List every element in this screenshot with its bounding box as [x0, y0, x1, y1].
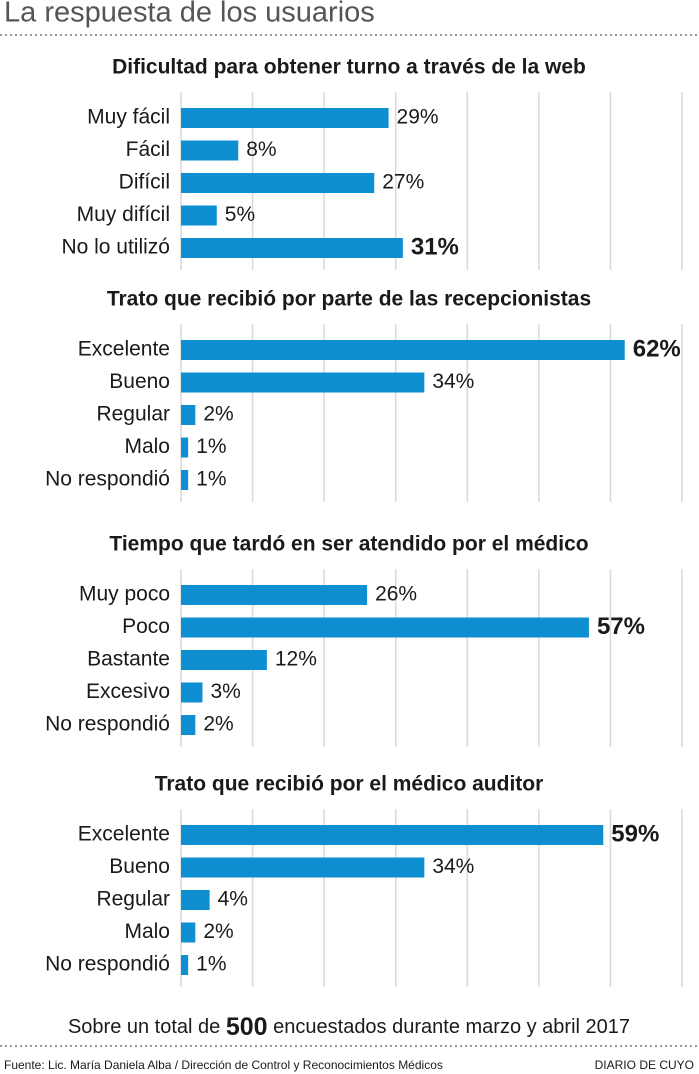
value-label: 26%: [375, 583, 417, 606]
footer-note: Sobre un total de 500 encuestados durant…: [68, 1013, 630, 1041]
value-label: 27%: [382, 171, 424, 194]
source: Fuente: Lic. María Daniela Alba / Direcc…: [4, 1058, 443, 1072]
bar: [181, 405, 196, 425]
category-label: No respondió: [45, 953, 170, 976]
category-label: Difícil: [119, 171, 170, 194]
bar: [181, 617, 589, 638]
value-label: 4%: [218, 888, 248, 911]
bar: [181, 682, 203, 703]
category-label: Malo: [124, 435, 170, 458]
category-label: Muy difícil: [77, 203, 170, 226]
category-label: Excesivo: [86, 680, 170, 703]
category-label: No respondió: [45, 713, 170, 736]
value-label: 29%: [397, 106, 439, 129]
value-label: 1%: [196, 435, 226, 458]
bar: [181, 372, 425, 393]
value-label: 34%: [432, 370, 474, 393]
value-label: 2%: [203, 713, 233, 736]
category-label: Fácil: [126, 138, 170, 161]
bar: [181, 890, 210, 910]
page-title: La respuesta de los usuarios: [4, 0, 375, 29]
value-label: 1%: [196, 468, 226, 491]
value-label: 3%: [210, 680, 240, 703]
category-label: Bueno: [109, 855, 170, 878]
bar: [181, 437, 189, 458]
value-label: 62%: [633, 335, 681, 362]
category-label: Excelente: [78, 823, 170, 846]
value-label: 12%: [275, 648, 317, 671]
chart-title: Dificultad para obtener turno a través d…: [112, 56, 586, 79]
category-label: Bastante: [87, 648, 170, 671]
value-label: 34%: [432, 855, 474, 878]
value-label: 5%: [225, 203, 255, 226]
value-label: 31%: [411, 233, 459, 260]
bar: [181, 238, 403, 258]
value-label: 2%: [203, 403, 233, 426]
brand: DIARIO DE CUYO: [595, 1058, 694, 1072]
category-label: Bueno: [109, 370, 170, 393]
bar: [181, 825, 604, 845]
chart-title: Trato que recibió por el médico auditor: [155, 773, 544, 796]
category-label: Muy poco: [79, 583, 170, 606]
category-label: Regular: [96, 403, 170, 426]
bar: [181, 340, 625, 360]
category-label: Poco: [122, 615, 170, 638]
bar: [181, 650, 267, 670]
category-label: Muy fácil: [87, 106, 170, 129]
bar: [181, 857, 425, 878]
note-start: Sobre un total de: [68, 1016, 220, 1038]
category-label: No lo utilizó: [61, 236, 170, 259]
category-label: Malo: [124, 920, 170, 943]
bar: [181, 140, 239, 161]
category-label: Regular: [96, 888, 170, 911]
note-number: 500: [226, 1013, 268, 1041]
category-label: No respondió: [45, 468, 170, 491]
bar: [181, 955, 189, 975]
bar: [181, 715, 196, 735]
bar: [181, 585, 368, 605]
category-label: Excelente: [78, 338, 170, 361]
bar: [181, 205, 217, 226]
note-end: encuestados durante marzo y abril 2017: [273, 1016, 630, 1038]
bar: [181, 922, 196, 943]
bar: [181, 108, 389, 128]
value-label: 59%: [611, 820, 659, 847]
chart-title: Tiempo que tardó en ser atendido por el …: [109, 533, 588, 556]
value-label: 57%: [597, 613, 645, 640]
bar: [181, 470, 189, 490]
chart-title: Trato que recibió por parte de las recep…: [107, 288, 591, 311]
value-label: 2%: [203, 920, 233, 943]
value-label: 1%: [196, 953, 226, 976]
bar: [181, 173, 375, 193]
value-label: 8%: [246, 138, 276, 161]
